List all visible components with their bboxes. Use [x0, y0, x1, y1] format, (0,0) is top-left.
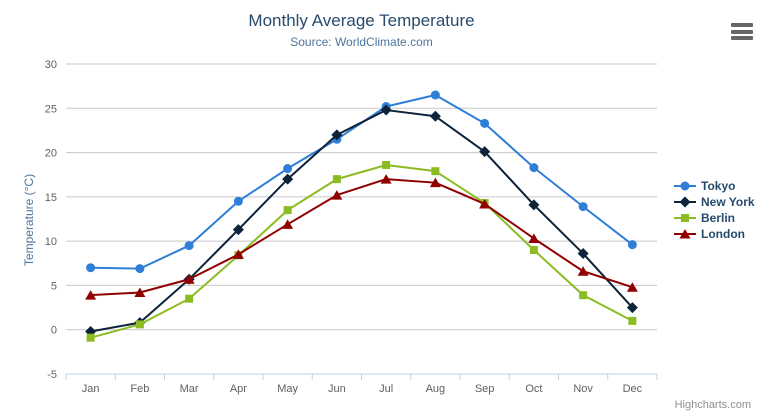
series-marker-london[interactable] [626, 282, 638, 292]
x-axis-label: Sep [475, 383, 495, 395]
series-marker-berlin[interactable] [135, 320, 144, 329]
y-axis-label: 15 [45, 192, 57, 204]
y-axis-label: 10 [45, 236, 57, 248]
series-marker-tokyo[interactable] [135, 264, 145, 274]
legend-item-tokyo[interactable]: Tokyo [674, 178, 755, 193]
series-marker-new-york[interactable] [331, 129, 343, 141]
y-axis-title: Temperature (°C) [22, 173, 36, 267]
x-axis-label: Apr [230, 383, 247, 395]
legend-label-berlin: Berlin [701, 210, 736, 225]
x-axis-label: Jun [328, 383, 346, 395]
x-axis-label: Nov [573, 383, 593, 395]
x-axis-label: Mar [180, 383, 199, 395]
series-marker-berlin[interactable] [332, 175, 341, 184]
series-marker-new-york[interactable] [380, 104, 392, 116]
series-marker-new-york[interactable] [282, 173, 294, 185]
series-marker-london[interactable] [134, 287, 146, 298]
legend-item-new-york[interactable]: New York [674, 194, 755, 209]
y-axis-label: 5 [51, 280, 57, 292]
x-axis-label: Feb [130, 383, 149, 395]
y-axis-label: 20 [45, 148, 57, 160]
hamburger-icon [731, 23, 753, 41]
legend-marker [680, 181, 690, 190]
chart-title: Monthly Average Temperature [248, 11, 475, 30]
x-axis-label: May [277, 383, 298, 395]
series-marker-london[interactable] [282, 219, 294, 229]
series-marker-london[interactable] [232, 249, 244, 259]
y-axis-label: 30 [45, 59, 57, 71]
series-marker-tokyo[interactable] [283, 164, 293, 174]
series-marker-tokyo[interactable] [480, 118, 490, 128]
series-marker-berlin[interactable] [382, 160, 391, 169]
series-marker-tokyo[interactable] [529, 163, 539, 173]
series-marker-berlin[interactable] [431, 167, 440, 176]
legend: Tokyo New York Berlin London [674, 178, 755, 241]
berlin-series-swatch-icon [674, 213, 696, 222]
y-axis-label: 0 [51, 325, 57, 337]
legend-label-tokyo: Tokyo [701, 178, 736, 193]
series-marker-tokyo[interactable] [627, 240, 637, 250]
series-line-london [89, 178, 634, 297]
series-marker-london[interactable] [380, 174, 392, 184]
legend-item-berlin[interactable]: Berlin [674, 210, 755, 225]
x-axis-label: Jul [379, 383, 393, 395]
series-line-berlin [89, 163, 634, 339]
series-marker-london[interactable] [183, 274, 195, 284]
series-marker-new-york[interactable] [626, 302, 638, 314]
series-marker-london[interactable] [85, 290, 97, 300]
legend-marker [679, 228, 691, 238]
london-series-swatch-icon [674, 228, 696, 238]
x-axis-label: Jan [82, 383, 100, 395]
x-axis-label: Oct [525, 383, 542, 395]
legend-item-london[interactable]: London [674, 226, 755, 241]
legend-label-new-york: New York [701, 194, 755, 209]
series-marker-tokyo[interactable] [430, 90, 440, 100]
legend-marker [681, 213, 689, 222]
series-line-tokyo [89, 94, 634, 270]
y-axis-label: -5 [47, 369, 57, 381]
y-axis-label: 25 [45, 103, 57, 115]
new-york-series-swatch-icon [674, 196, 696, 207]
legend-label-london: London [701, 226, 745, 241]
series-marker-berlin[interactable] [86, 333, 95, 342]
series-marker-new-york[interactable] [577, 248, 589, 260]
series-marker-new-york[interactable] [479, 146, 491, 158]
series-marker-london[interactable] [479, 198, 491, 209]
series-marker-london[interactable] [577, 266, 589, 276]
series-marker-berlin[interactable] [185, 294, 194, 303]
series-marker-berlin[interactable] [579, 291, 588, 300]
tokyo-series-swatch-icon [674, 181, 696, 190]
series-marker-london[interactable] [528, 233, 540, 243]
highcharts-credit-link[interactable]: Highcharts.com [674, 399, 751, 411]
series-marker-berlin[interactable] [283, 206, 292, 215]
series-marker-tokyo[interactable] [184, 241, 194, 251]
export-menu-button[interactable] [727, 20, 757, 46]
series-marker-tokyo[interactable] [233, 196, 243, 206]
series-line-new-york [89, 109, 634, 333]
series-marker-tokyo[interactable] [86, 263, 96, 273]
series-marker-tokyo[interactable] [578, 202, 588, 212]
series-marker-berlin[interactable] [529, 246, 538, 254]
series-marker-new-york[interactable] [232, 224, 244, 236]
x-axis-label: Dec [623, 383, 643, 395]
chart-subtitle: Source: WorldClimate.com [290, 35, 433, 49]
series-marker-berlin[interactable] [628, 316, 637, 325]
series-marker-new-york[interactable] [429, 110, 441, 122]
series-marker-new-york[interactable] [528, 199, 540, 211]
x-axis-label: Aug [426, 383, 446, 395]
series-marker-london[interactable] [331, 190, 343, 200]
series-marker-london[interactable] [429, 177, 441, 188]
legend-marker [679, 196, 691, 207]
